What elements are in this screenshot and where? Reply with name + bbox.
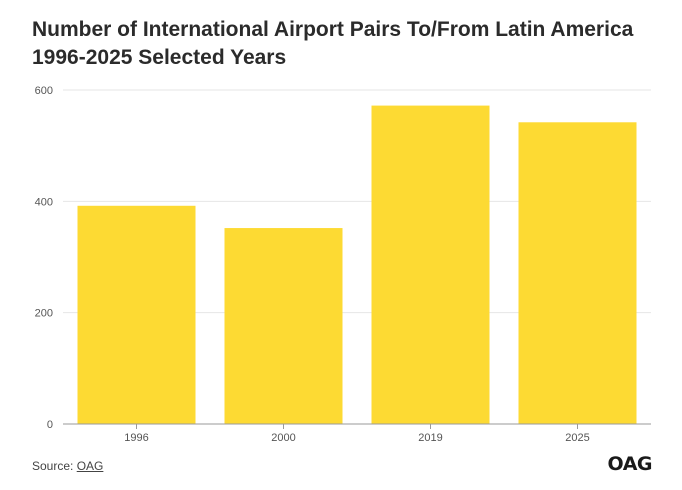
- x-tick-label-2000: 2000: [271, 432, 295, 444]
- x-tick-label-1996: 1996: [124, 432, 148, 444]
- source-link[interactable]: OAG: [76, 459, 104, 473]
- x-axis-ticks: 1996 2000 2019 2025: [124, 424, 590, 444]
- source-prefix: Source:: [32, 459, 77, 473]
- y-axis-ticks: 0 200 400 600: [35, 85, 53, 431]
- x-tick-label-2019: 2019: [418, 432, 442, 444]
- y-tick-label-400: 400: [35, 196, 53, 208]
- x-tick-label-2025: 2025: [565, 432, 589, 444]
- bar-2000: [224, 228, 343, 424]
- oag-logo: OAG: [607, 453, 653, 475]
- bar-1996: [77, 205, 196, 424]
- bar-2019: [371, 105, 490, 424]
- y-tick-label-600: 600: [35, 85, 53, 97]
- chart-title: Number of International Airport Pairs To…: [32, 18, 634, 69]
- bar-2025: [518, 122, 637, 424]
- y-tick-label-0: 0: [47, 419, 53, 431]
- bars: [77, 105, 637, 424]
- y-tick-label-200: 200: [35, 308, 53, 320]
- source-note: Source: OAG: [32, 459, 103, 473]
